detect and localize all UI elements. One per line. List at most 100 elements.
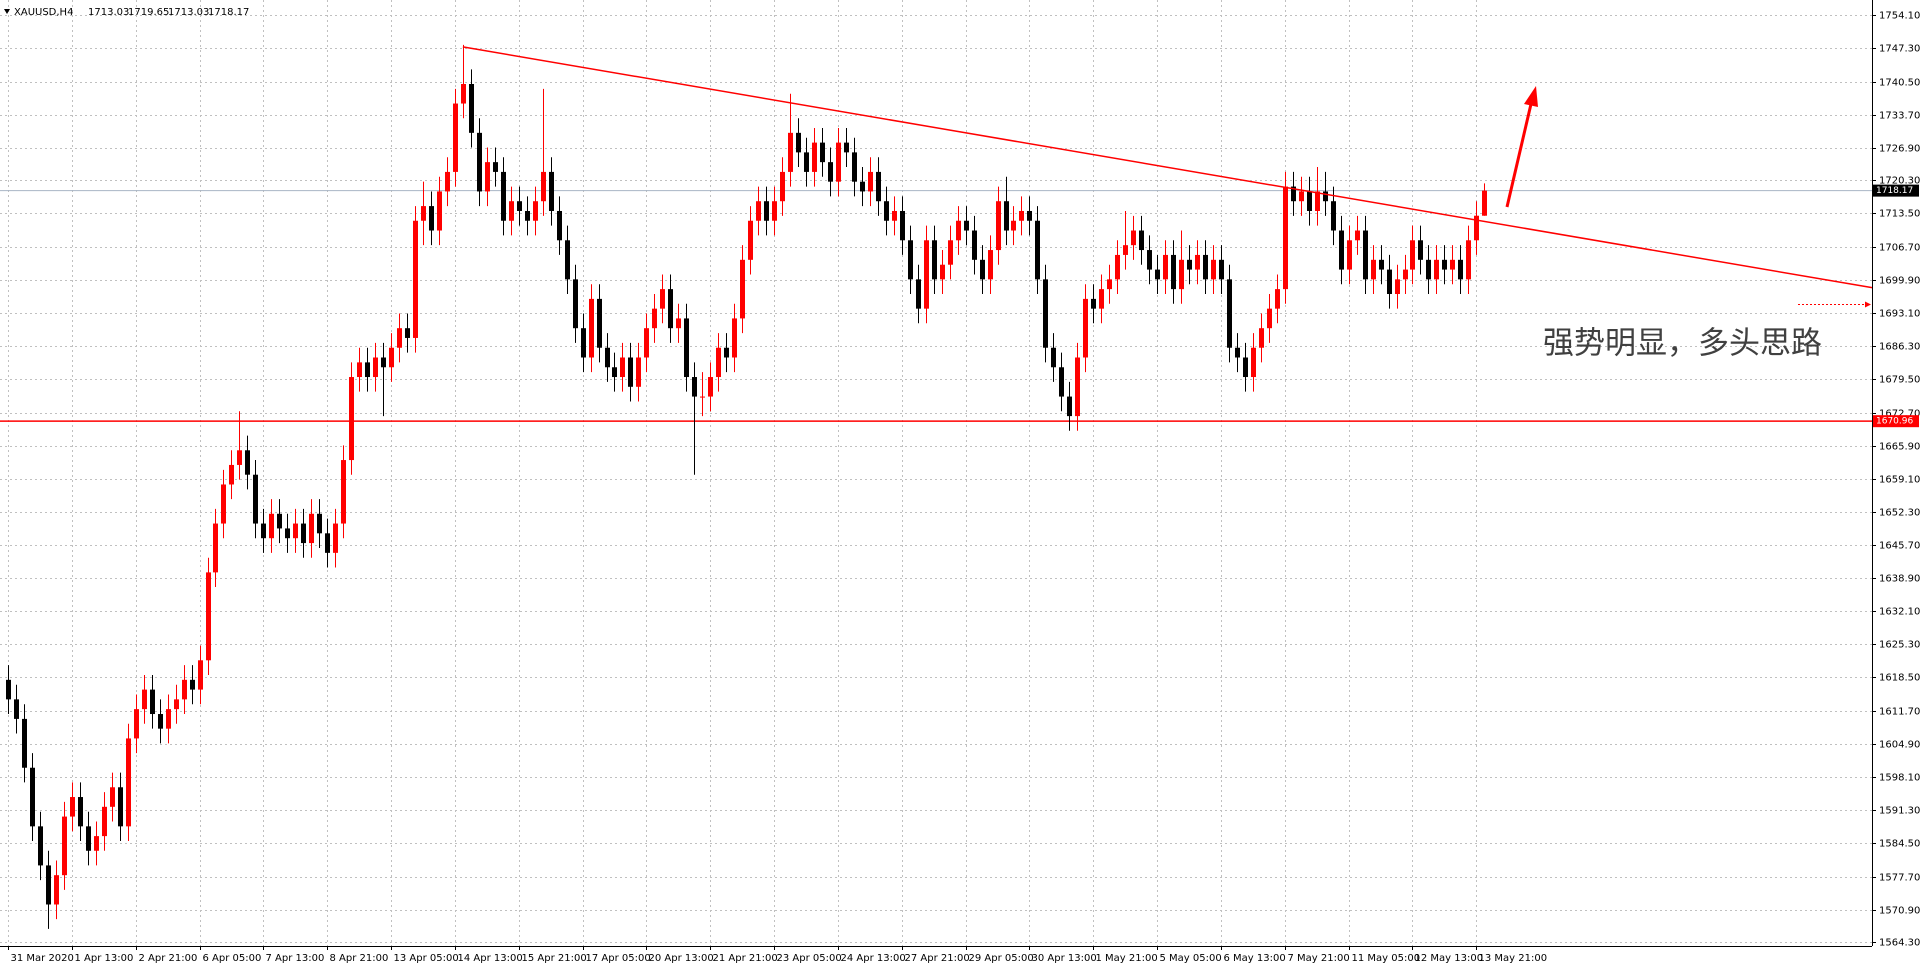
candle-body bbox=[1235, 347, 1240, 358]
candle-body bbox=[477, 132, 482, 192]
candle-body bbox=[573, 279, 578, 329]
candle-body bbox=[1347, 240, 1352, 270]
candle-body bbox=[253, 474, 258, 524]
y-tick-label: 1733.70 bbox=[1879, 111, 1920, 122]
candle-body bbox=[1107, 279, 1112, 290]
candle-body bbox=[557, 210, 562, 241]
candle-body bbox=[652, 308, 657, 329]
candle-body bbox=[1083, 298, 1088, 358]
candle-body bbox=[469, 84, 474, 133]
candle-body bbox=[1442, 259, 1447, 270]
candle-body bbox=[437, 191, 442, 231]
candle-body bbox=[1387, 269, 1392, 295]
candle-body bbox=[1139, 230, 1144, 251]
candle-body bbox=[549, 171, 554, 211]
y-tick-label: 1713.50 bbox=[1879, 209, 1920, 220]
x-tick-label: 7 May 21:00 bbox=[1288, 953, 1350, 964]
candle-body bbox=[1355, 230, 1360, 241]
candle-body bbox=[333, 523, 338, 553]
candle-body bbox=[796, 132, 801, 153]
x-tick-label: 24 Apr 13:00 bbox=[841, 953, 906, 964]
candle-body bbox=[900, 210, 905, 241]
y-tick-label: 1740.50 bbox=[1879, 78, 1920, 89]
candle-body bbox=[30, 767, 35, 827]
candle-body bbox=[876, 171, 881, 202]
candle-body bbox=[1211, 259, 1216, 280]
y-tick-label: 1604.90 bbox=[1879, 740, 1920, 751]
candle-body bbox=[740, 259, 745, 319]
y-tick-label: 1632.10 bbox=[1879, 607, 1920, 618]
candle-body bbox=[1131, 230, 1136, 246]
candle-body bbox=[972, 230, 977, 260]
candle-body bbox=[1434, 259, 1439, 280]
header-low: 1713.03 bbox=[168, 7, 209, 18]
candle-body bbox=[788, 132, 793, 172]
candle-body bbox=[1458, 259, 1463, 280]
axis-layer: 1754.10 1747.30 1740.50 1733.70 1726.90 1720.… bbox=[8, 11, 1920, 964]
candle-body bbox=[597, 298, 602, 348]
candle-body bbox=[605, 347, 610, 368]
symbol-title: XAUUSD,H4 bbox=[14, 7, 73, 18]
y-tick-label: 1625.30 bbox=[1879, 640, 1920, 651]
candle-body bbox=[237, 450, 242, 465]
candle-body bbox=[1379, 259, 1384, 270]
y-tick-label: 1645.70 bbox=[1879, 541, 1920, 552]
candle-body bbox=[932, 240, 937, 280]
candle-body bbox=[1267, 308, 1272, 329]
candle-body bbox=[1307, 191, 1312, 211]
candle-body bbox=[732, 318, 737, 358]
candle-body bbox=[14, 699, 19, 719]
candle-body bbox=[429, 206, 434, 231]
candle-body bbox=[844, 142, 849, 153]
candle-body bbox=[541, 171, 546, 202]
candle-body bbox=[668, 289, 673, 329]
candle-body bbox=[182, 679, 187, 700]
y-tick-label: 1652.30 bbox=[1879, 508, 1920, 519]
candle-body bbox=[517, 201, 522, 211]
candle-body bbox=[812, 142, 817, 172]
candle-body bbox=[301, 523, 306, 544]
y-tick-label: 1564.30 bbox=[1879, 938, 1920, 949]
candle-body bbox=[1147, 250, 1152, 270]
candle-body bbox=[110, 787, 115, 807]
y-tick-label: 1659.10 bbox=[1879, 475, 1920, 486]
x-tick-label: 20 Apr 13:00 bbox=[649, 953, 714, 964]
candle-body bbox=[1418, 240, 1423, 260]
candle-body bbox=[684, 318, 689, 378]
small-dashed-arrow bbox=[1798, 301, 1871, 308]
candle-body bbox=[166, 709, 171, 729]
candle-body bbox=[1179, 259, 1184, 290]
candle-body bbox=[996, 201, 1001, 251]
last-price-label: 1718.17 bbox=[1876, 186, 1913, 196]
y-tick-label: 1591.30 bbox=[1879, 806, 1920, 817]
candle-body bbox=[1027, 210, 1032, 221]
candle-body bbox=[1291, 186, 1296, 202]
x-tick-label: 6 Apr 05:00 bbox=[203, 953, 262, 964]
candle-body bbox=[86, 826, 91, 851]
candle-body bbox=[46, 865, 51, 905]
candle-body bbox=[644, 328, 649, 358]
candle-body bbox=[1187, 259, 1192, 270]
candle-body bbox=[1171, 254, 1176, 290]
candle-body bbox=[916, 279, 921, 309]
x-tick-label: 1 Apr 13:00 bbox=[75, 953, 134, 964]
candle-body bbox=[158, 714, 163, 729]
x-tick-label: 29 Apr 05:00 bbox=[969, 953, 1034, 964]
candle-body bbox=[341, 460, 346, 524]
x-tick-label: 17 Apr 05:00 bbox=[586, 953, 651, 964]
candle-body bbox=[421, 206, 426, 221]
x-tick-label: 14 Apr 13:00 bbox=[458, 953, 523, 964]
candle-body bbox=[54, 875, 59, 905]
candle-body bbox=[198, 660, 203, 690]
candle-body bbox=[221, 484, 226, 524]
candle-body bbox=[1339, 230, 1344, 270]
candle-body bbox=[1019, 210, 1024, 221]
candle-body bbox=[174, 699, 179, 710]
candle-body bbox=[1155, 269, 1160, 280]
candle-body bbox=[1043, 279, 1048, 348]
candle-body bbox=[78, 797, 83, 827]
candle-body bbox=[1203, 254, 1208, 280]
y-tick-label: 1577.70 bbox=[1879, 873, 1920, 884]
x-tick-label: 11 May 05:00 bbox=[1352, 953, 1421, 964]
candle-body bbox=[293, 523, 298, 539]
